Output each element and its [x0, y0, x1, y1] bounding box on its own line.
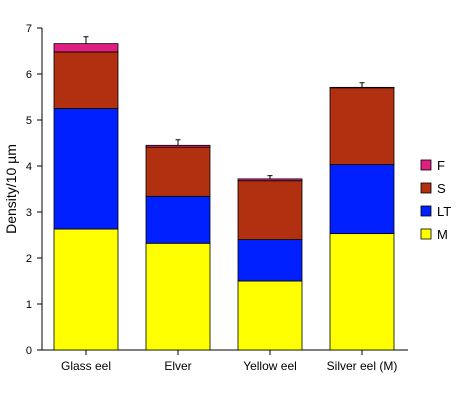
x-tick-labels: Glass eel Elver Yellow eel Silver eel (M) — [61, 350, 397, 373]
legend-label-s: S — [437, 181, 446, 196]
legend-swatch-m — [420, 228, 432, 240]
bars — [53, 43, 395, 351]
bar-segment-f-3 — [237, 178, 303, 182]
y-tick-label: 4 — [26, 161, 32, 173]
bar-segment-f-2 — [145, 144, 211, 148]
y-tick-label: 6 — [26, 69, 32, 81]
y-tick-label: 0 — [26, 345, 32, 357]
y-tick-label: 2 — [26, 253, 32, 265]
legend-label-f: F — [437, 158, 445, 173]
legend-swatch-f — [420, 159, 432, 171]
bar-segment-lt-1 — [53, 108, 119, 230]
x-tick-label: Glass eel — [61, 359, 111, 373]
y-tick-label: 5 — [26, 115, 32, 127]
y-tick-label: 7 — [26, 23, 32, 35]
x-tick-label: Elver — [164, 359, 191, 373]
legend: FS LT M — [420, 158, 451, 242]
bar-segment-m-3 — [237, 280, 303, 351]
bar-segment-m-2 — [145, 242, 211, 351]
y-ticks: 0 1 2 3 4 5 6 7 — [26, 23, 42, 357]
y-axis-title: Density/10 µm — [3, 144, 19, 234]
bar-segment-s-2 — [145, 146, 211, 197]
legend-label-m: M — [437, 227, 448, 242]
legend-swatch-s — [420, 182, 432, 194]
y-tick-label: 3 — [26, 207, 32, 219]
bar-segment-m-1 — [53, 228, 119, 351]
bar-segment-lt-4 — [329, 164, 395, 235]
bar-segment-s-3 — [237, 180, 303, 241]
error-bars — [83, 36, 365, 179]
x-tick-label: Silver eel (M) — [327, 359, 398, 373]
bar-segment-lt-3 — [237, 239, 303, 282]
y-tick-label: 1 — [26, 299, 32, 311]
bar-segment-m-4 — [329, 233, 395, 351]
bar-segment-s-4 — [329, 87, 395, 166]
legend-swatch-lt — [420, 205, 432, 217]
bar-segment-s-1 — [53, 51, 119, 109]
bar-segment-lt-2 — [145, 195, 211, 244]
x-tick-label: Yellow eel — [243, 359, 297, 373]
legend-label-lt: LT — [437, 204, 451, 219]
bar-segment-f-1 — [53, 43, 119, 53]
